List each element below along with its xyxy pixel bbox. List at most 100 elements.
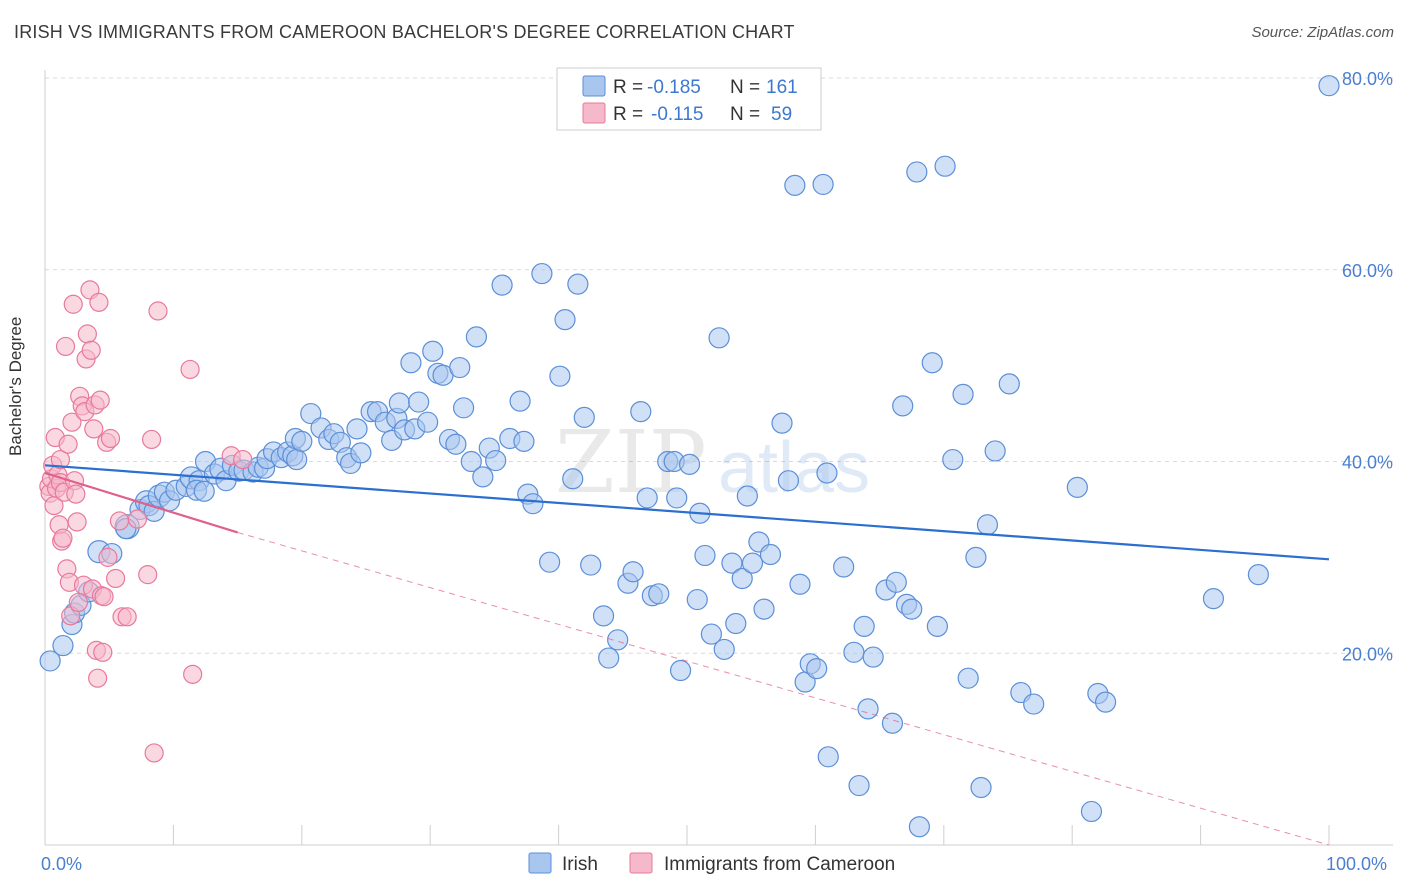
cameroon-point — [183, 664, 203, 684]
irish-points — [39, 75, 1340, 838]
y-tick-label-40: 40.0% — [1342, 453, 1393, 473]
cameroon-point — [148, 301, 168, 321]
legend-n-label-cameroon: N = — [730, 104, 760, 125]
cameroon-trend-extension — [237, 531, 1330, 846]
irish-point — [666, 487, 688, 509]
y-axis-tick-labels: 20.0% 40.0% 60.0% 80.0% — [1342, 69, 1393, 664]
irish-point — [881, 712, 904, 734]
irish-point — [771, 412, 793, 434]
y-tick-label-20: 20.0% — [1342, 644, 1393, 664]
cameroon-point — [67, 512, 87, 532]
irish-point — [1202, 588, 1225, 610]
irish-point — [853, 615, 875, 638]
irish-point — [554, 309, 576, 331]
irish-point — [286, 448, 308, 471]
irish-point — [901, 598, 923, 620]
irish-point — [885, 571, 907, 593]
irish-point — [741, 552, 764, 574]
irish-point — [952, 383, 974, 405]
irish-point — [460, 450, 482, 473]
irish-point — [970, 776, 992, 799]
legend-n-value-irish: 161 — [766, 77, 798, 98]
legend-n-value-cameroon: 59 — [771, 104, 792, 125]
cameroon-point — [68, 592, 88, 613]
irish-point — [843, 641, 865, 663]
series-legend-swatch-irish — [528, 852, 552, 874]
legend-r-value-irish: -0.185 — [647, 77, 701, 98]
irish-point — [817, 746, 839, 768]
irish-point — [1318, 75, 1340, 97]
irish-point — [648, 583, 670, 605]
irish-point — [784, 174, 806, 196]
irish-point — [291, 430, 313, 452]
irish-point — [636, 487, 658, 509]
irish-point — [598, 647, 620, 669]
irish-point — [833, 556, 855, 578]
irish-point — [607, 629, 629, 651]
irish-point — [777, 470, 800, 492]
cameroon-point — [88, 668, 108, 688]
legend-n-label-irish: N = — [730, 77, 760, 98]
irish-point — [417, 411, 439, 433]
irish-point — [449, 356, 471, 379]
irish-point — [485, 449, 507, 472]
irish-point — [580, 554, 602, 576]
cameroon-point — [138, 565, 158, 585]
x-tick-label-max: 100.0% — [1326, 854, 1387, 874]
irish-point — [562, 468, 584, 490]
legend-r-value-cameroon: -0.115 — [651, 104, 703, 125]
cameroon-point — [90, 390, 110, 410]
series-legend-label-cameroon: Immigrants from Cameroon — [664, 854, 895, 875]
cameroon-point — [89, 292, 109, 312]
irish-point — [52, 634, 74, 657]
irish-point — [789, 573, 811, 595]
cameroon-point — [144, 743, 164, 763]
irish-point — [694, 544, 716, 567]
irish-point — [388, 392, 410, 414]
irish-point — [465, 326, 488, 348]
cameroon-point — [53, 528, 73, 548]
irish-point — [567, 273, 589, 295]
cameroon-point — [81, 340, 101, 360]
cameroon-point — [58, 434, 78, 454]
irish-point — [984, 440, 1006, 462]
irish-point — [921, 352, 943, 374]
cameroon-point — [50, 449, 71, 470]
cameroon-trend-line — [44, 471, 238, 534]
irish-point — [906, 161, 928, 183]
irish-point — [892, 395, 914, 417]
cameroon-point — [109, 511, 130, 531]
x-tick-label-min: 0.0% — [41, 854, 82, 874]
series-legend-label-irish: Irish — [562, 854, 598, 875]
legend-r-label-cameroon: R = — [613, 104, 643, 125]
watermark: ZIP atlas — [555, 413, 870, 513]
cameroon-point — [98, 547, 118, 567]
irish-point — [857, 698, 879, 720]
irish-point — [531, 262, 553, 285]
irish-point — [300, 402, 322, 425]
irish-point — [630, 401, 652, 423]
irish-point — [736, 485, 758, 507]
irish-point — [686, 588, 708, 611]
irish-point — [812, 173, 834, 196]
irish-point — [592, 605, 615, 627]
legend-swatch-cameroon — [582, 102, 606, 124]
irish-point — [513, 430, 535, 452]
irish-point — [957, 667, 979, 689]
irish-point — [848, 774, 870, 797]
irish-point — [346, 418, 368, 440]
source-credit: Source: ZipAtlas.com — [1251, 24, 1394, 41]
cameroon-point — [63, 294, 83, 314]
series-legend-swatch-cameroon — [629, 852, 653, 874]
irish-point — [713, 638, 735, 661]
irish-point — [965, 546, 987, 568]
irish-point — [1066, 476, 1088, 498]
irish-point — [400, 352, 422, 374]
irish-point — [1094, 691, 1117, 713]
irish-point — [926, 615, 948, 638]
irish-trend-line — [44, 464, 1330, 561]
cameroon-point — [106, 568, 126, 589]
irish-point — [549, 365, 571, 387]
irish-point — [669, 659, 692, 682]
